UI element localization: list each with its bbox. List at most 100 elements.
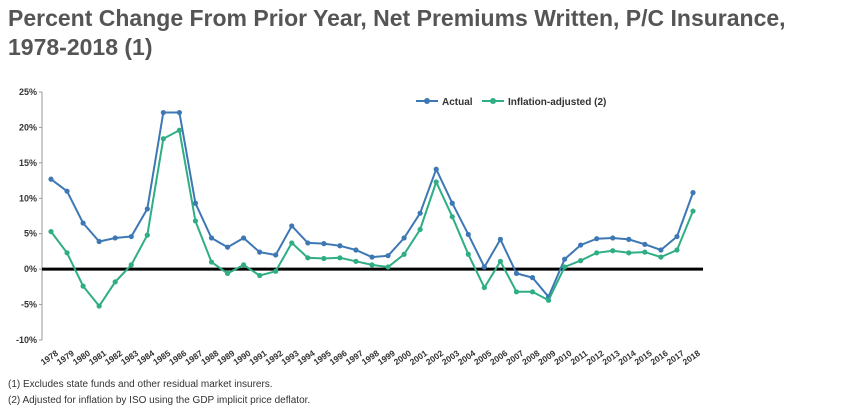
- data-point-inflation-adjusted: [562, 264, 568, 270]
- data-point-actual: [658, 247, 664, 253]
- y-tick-labels: 25% 20% 15% 10% 5% 0% -5% -10%: [16, 87, 42, 345]
- y-tick-label: 20%: [19, 122, 37, 132]
- data-point-actual: [224, 244, 231, 250]
- y-tick-label: 25%: [19, 87, 37, 97]
- data-point-actual: [497, 236, 503, 242]
- data-point-inflation-adjusted: [257, 272, 263, 279]
- data-point-inflation-adjusted: [449, 214, 455, 220]
- data-point-inflation-adjusted: [337, 255, 343, 261]
- data-point-inflation-adjusted: [578, 258, 584, 264]
- data-point-inflation-adjusted: [369, 262, 375, 268]
- data-point-inflation-adjusted: [594, 250, 600, 256]
- data-point-actual: [128, 233, 134, 240]
- footnote-1: (1) Excludes state funds and other resid…: [8, 379, 273, 390]
- data-point-actual: [594, 236, 600, 242]
- data-point-inflation-adjusted: [658, 254, 664, 260]
- data-point-actual: [385, 253, 391, 259]
- data-point-inflation-adjusted: [176, 127, 182, 133]
- series-line-inflation-adjusted: [50, 128, 694, 308]
- y-tick-label: 5%: [24, 229, 37, 239]
- data-point-actual: [610, 235, 616, 241]
- legend-label-actual: Actual: [442, 97, 473, 108]
- data-point-inflation-adjusted: [224, 270, 231, 276]
- legend-marker-inflation-adjusted: [490, 98, 496, 104]
- data-point-actual: [513, 270, 520, 276]
- data-point-actual: [241, 235, 247, 241]
- data-point-inflation-adjusted: [481, 284, 487, 291]
- data-point-actual: [96, 238, 102, 245]
- legend-marker-actual: [424, 98, 430, 104]
- data-point-actual: [208, 235, 215, 241]
- legend-item-inflation-adjusted: Inflation-adjusted (2): [482, 97, 606, 108]
- data-point-actual: [626, 236, 632, 242]
- data-point-inflation-adjusted: [241, 262, 247, 268]
- data-point-inflation-adjusted: [545, 297, 552, 303]
- data-point-actual: [433, 166, 439, 172]
- data-point-inflation-adjusted: [497, 258, 503, 264]
- data-point-actual: [257, 249, 263, 255]
- data-point-inflation-adjusted: [305, 255, 311, 261]
- y-tick-label: 0%: [24, 264, 37, 274]
- data-point-inflation-adjusted: [642, 249, 648, 255]
- x-tick-label: 2018: [681, 348, 702, 367]
- data-point-inflation-adjusted: [289, 240, 295, 246]
- data-point-actual: [562, 256, 568, 262]
- data-point-actual: [642, 241, 648, 247]
- data-point-inflation-adjusted: [96, 303, 102, 309]
- y-tick-label: 10%: [19, 193, 37, 203]
- data-point-inflation-adjusted: [529, 289, 536, 295]
- data-point-actual: [529, 275, 536, 281]
- data-point-inflation-adjusted: [64, 250, 70, 256]
- data-point-actual: [578, 242, 584, 248]
- data-point-actual: [449, 200, 455, 206]
- y-tick-label: -10%: [16, 335, 37, 345]
- y-tick-label: 15%: [19, 158, 37, 168]
- data-point-inflation-adjusted: [513, 289, 520, 295]
- x-tick-labels: 1978197919801981198219831984198519861987…: [39, 348, 702, 367]
- data-point-inflation-adjusted: [690, 208, 696, 214]
- chart-title: Percent Change From Prior Year, Net Prem…: [8, 5, 786, 60]
- data-point-inflation-adjusted: [610, 248, 616, 254]
- data-point-inflation-adjusted: [353, 258, 359, 264]
- data-point-actual: [401, 235, 407, 241]
- data-point-inflation-adjusted: [385, 264, 391, 270]
- data-point-actual: [192, 200, 199, 206]
- data-point-actual: [321, 241, 327, 247]
- data-point-actual: [160, 109, 166, 116]
- data-point-actual: [465, 231, 471, 238]
- data-point-actual: [417, 210, 423, 216]
- footnote-2: (2) Adjusted for inflation by ISO using …: [8, 395, 311, 406]
- data-point-inflation-adjusted: [273, 268, 279, 274]
- data-point-inflation-adjusted: [674, 247, 680, 253]
- data-point-inflation-adjusted: [192, 218, 199, 224]
- data-point-actual: [674, 233, 680, 240]
- data-point-inflation-adjusted: [80, 283, 86, 289]
- data-point-inflation-adjusted: [417, 226, 423, 233]
- data-point-inflation-adjusted: [321, 255, 327, 262]
- series-layer: [48, 109, 696, 309]
- data-point-inflation-adjusted: [208, 259, 215, 265]
- data-point-actual: [481, 264, 487, 270]
- data-point-actual: [176, 109, 182, 116]
- data-point-actual: [112, 235, 118, 241]
- data-point-inflation-adjusted: [160, 136, 166, 142]
- data-point-actual: [48, 176, 54, 182]
- y-tick-label: -5%: [21, 300, 37, 310]
- legend: Actual Inflation-adjusted (2): [416, 97, 606, 108]
- legend-item-actual: Actual: [416, 97, 473, 108]
- data-point-actual: [690, 190, 696, 196]
- legend-label-inflation-adjusted: Inflation-adjusted (2): [508, 97, 606, 108]
- data-point-actual: [273, 252, 279, 258]
- data-point-actual: [369, 254, 375, 260]
- data-point-actual: [80, 220, 86, 226]
- data-point-actual: [337, 243, 343, 249]
- data-point-actual: [353, 247, 359, 253]
- data-point-inflation-adjusted: [433, 179, 439, 185]
- data-point-inflation-adjusted: [128, 262, 134, 268]
- data-point-actual: [144, 206, 150, 212]
- data-point-actual: [289, 223, 295, 229]
- data-point-inflation-adjusted: [48, 228, 54, 235]
- data-point-inflation-adjusted: [112, 279, 118, 285]
- data-point-inflation-adjusted: [401, 251, 407, 257]
